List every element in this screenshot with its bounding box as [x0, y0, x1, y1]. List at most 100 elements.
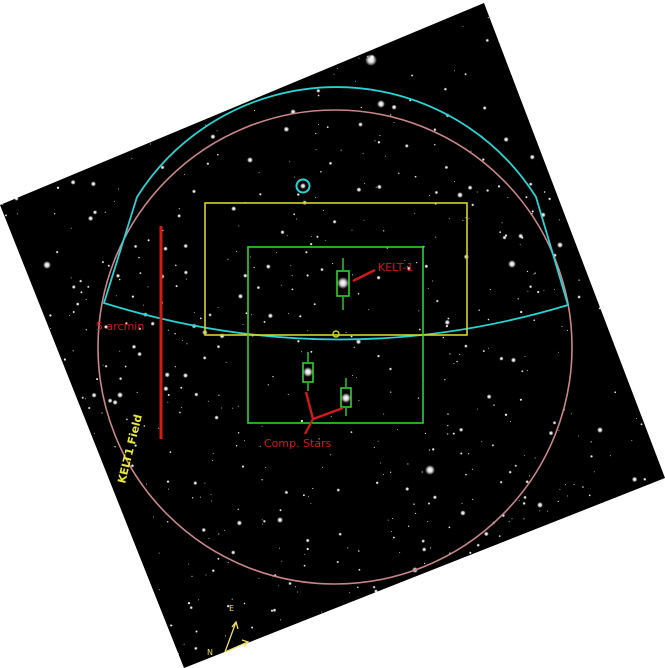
- star: [442, 336, 444, 339]
- bright-star: [537, 502, 543, 508]
- star: [424, 432, 427, 435]
- star: [336, 560, 340, 564]
- star: [428, 195, 430, 196]
- star: [499, 356, 504, 361]
- comp-stars-label: Comp. Stars: [264, 437, 332, 450]
- star: [265, 466, 267, 468]
- star: [210, 494, 212, 496]
- star: [107, 398, 113, 404]
- star: [275, 252, 277, 254]
- star: [187, 601, 191, 605]
- star: [519, 243, 521, 245]
- star: [167, 401, 169, 403]
- star: [467, 453, 470, 455]
- star: [262, 519, 266, 523]
- star: [531, 210, 534, 213]
- star: [448, 218, 450, 220]
- star: [191, 189, 197, 194]
- star: [130, 464, 135, 468]
- star: [251, 626, 254, 629]
- star: [377, 354, 380, 358]
- star: [103, 324, 109, 330]
- star: [92, 210, 98, 215]
- star: [299, 315, 302, 318]
- star: [138, 256, 140, 259]
- bright-star: [508, 260, 516, 268]
- star: [336, 67, 338, 69]
- star: [14, 196, 19, 201]
- star: [363, 219, 365, 221]
- star: [93, 432, 95, 434]
- star: [72, 350, 74, 352]
- star: [279, 508, 282, 512]
- star: [206, 162, 210, 166]
- star: [350, 335, 353, 338]
- star: [143, 304, 145, 306]
- star: [85, 329, 87, 331]
- star: [364, 183, 366, 184]
- star: [414, 175, 417, 178]
- star: [129, 440, 133, 444]
- star: [101, 260, 105, 264]
- star: [4, 214, 8, 217]
- star: [219, 333, 225, 339]
- star: [524, 356, 526, 358]
- star: [410, 74, 414, 77]
- star: [70, 227, 72, 229]
- star: [316, 235, 319, 239]
- star: [487, 318, 490, 321]
- star: [447, 413, 449, 415]
- star: [358, 57, 360, 59]
- star: [372, 585, 376, 589]
- star: [289, 161, 290, 163]
- star: [347, 547, 349, 549]
- star: [210, 134, 216, 140]
- star: [168, 488, 170, 490]
- star: [104, 211, 106, 213]
- star: [368, 309, 370, 311]
- star: [508, 521, 510, 523]
- star: [578, 435, 580, 437]
- star: [194, 392, 199, 397]
- star: [313, 303, 316, 306]
- star: [452, 432, 455, 435]
- star: [358, 568, 361, 571]
- star: [188, 563, 189, 565]
- star: [460, 452, 463, 455]
- star: [199, 317, 202, 320]
- star: [245, 312, 248, 315]
- star: [167, 329, 169, 331]
- star: [16, 213, 18, 215]
- comp-star-marker-2: [340, 378, 352, 416]
- star: [322, 466, 323, 468]
- star: [631, 476, 638, 483]
- star: [464, 344, 468, 348]
- star: [116, 295, 118, 297]
- star: [166, 480, 170, 483]
- star: [212, 569, 215, 572]
- star: [444, 319, 451, 326]
- star: [558, 351, 559, 353]
- star: [377, 440, 379, 442]
- bright-star: [365, 54, 377, 66]
- star: [315, 196, 317, 198]
- star: [69, 315, 71, 317]
- star: [533, 319, 536, 322]
- star: [349, 592, 350, 594]
- star: [193, 646, 198, 651]
- star: [235, 250, 237, 252]
- star: [137, 351, 142, 357]
- star: [134, 444, 137, 447]
- star: [554, 288, 556, 290]
- star: [598, 307, 601, 310]
- star: [352, 375, 353, 376]
- star: [296, 218, 298, 220]
- star: [499, 231, 502, 233]
- star: [251, 314, 252, 316]
- star: [227, 258, 229, 260]
- star: [259, 445, 261, 447]
- star: [104, 364, 108, 368]
- star: [534, 457, 536, 459]
- star: [205, 574, 207, 576]
- star: [186, 278, 188, 280]
